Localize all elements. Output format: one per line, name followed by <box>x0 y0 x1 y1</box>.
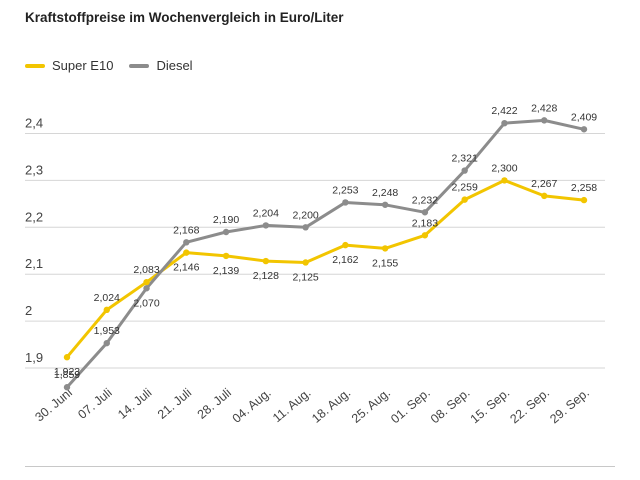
legend-item-diesel: Diesel <box>129 58 193 73</box>
data-point-diesel <box>342 199 349 206</box>
x-tick-label: 25. Aug. <box>349 386 393 426</box>
legend-label-diesel: Diesel <box>156 58 193 73</box>
x-tick-label: 15. Sep. <box>468 386 513 427</box>
data-point-super-e10 <box>342 241 349 249</box>
data-point-super-e10 <box>222 252 230 260</box>
data-point-diesel <box>461 167 468 174</box>
x-tick-label: 04. Aug. <box>230 386 274 426</box>
data-label-diesel: 2,409 <box>571 111 597 123</box>
data-point-diesel <box>501 119 508 127</box>
data-label-diesel: 1,953 <box>94 325 120 337</box>
data-label-diesel: 1,859 <box>54 369 80 381</box>
data-label-super-e10: 2,024 <box>94 292 120 304</box>
data-label-super-e10: 2,155 <box>372 257 398 269</box>
data-point-super-e10 <box>421 232 429 239</box>
bottom-divider <box>25 466 615 467</box>
data-label-diesel: 2,422 <box>491 105 517 117</box>
data-label-diesel: 2,253 <box>332 184 358 196</box>
x-tick-label: 21. Juli <box>155 386 194 422</box>
data-label-super-e10: 2,162 <box>332 254 358 266</box>
data-label-diesel: 2,168 <box>173 224 199 236</box>
data-label-super-e10: 2,259 <box>452 182 478 194</box>
y-tick-label: 2,1 <box>25 256 43 271</box>
data-point-super-e10 <box>541 192 548 200</box>
data-label-super-e10: 2,258 <box>571 182 597 194</box>
data-point-super-e10 <box>183 249 190 256</box>
data-label-super-e10: 2,083 <box>133 264 159 276</box>
data-label-diesel: 2,428 <box>531 102 557 114</box>
data-label-diesel: 2,321 <box>452 153 478 165</box>
x-tick-label: 07. Juli <box>75 386 114 422</box>
data-point-diesel <box>143 285 150 292</box>
data-point-diesel <box>222 228 230 236</box>
data-label-diesel: 2,070 <box>133 297 159 309</box>
data-label-diesel: 2,190 <box>213 214 239 226</box>
data-label-super-e10: 2,300 <box>491 162 517 174</box>
data-point-super-e10 <box>501 177 508 184</box>
data-label-super-e10: 1,923 <box>54 366 80 378</box>
x-tick-label: 01. Sep. <box>388 386 433 427</box>
data-label-super-e10: 2,128 <box>253 270 279 282</box>
x-tick-label: 30. Juni <box>32 386 75 425</box>
data-point-diesel <box>421 209 429 216</box>
data-point-super-e10 <box>461 196 468 203</box>
legend-swatch-super-e10 <box>25 63 45 68</box>
series-line-super-e10 <box>65 178 586 359</box>
data-label-super-e10: 2,146 <box>173 262 199 274</box>
legend-item-super-e10: Super E10 <box>25 58 113 73</box>
data-point-super-e10 <box>381 245 389 252</box>
chart-title: Kraftstoffpreise im Wochenvergleich in E… <box>25 10 344 25</box>
y-tick-label: 1,9 <box>25 350 43 365</box>
data-point-super-e10 <box>580 196 588 204</box>
data-label-diesel: 2,200 <box>292 209 318 221</box>
data-point-super-e10 <box>302 259 309 266</box>
data-label-super-e10: 2,267 <box>531 178 557 190</box>
data-point-diesel <box>63 384 71 391</box>
y-tick-label: 2,2 <box>25 209 43 224</box>
data-point-super-e10 <box>262 257 270 265</box>
x-tick-label: 29. Sep. <box>547 386 592 427</box>
x-tick-label: 14. Juli <box>115 386 154 422</box>
x-tick-label: 18. Aug. <box>309 386 353 426</box>
x-tick-label: 08. Sep. <box>428 386 473 427</box>
data-label-diesel: 2,232 <box>412 194 438 206</box>
y-tick-label: 2,3 <box>25 162 43 177</box>
data-label-diesel: 2,248 <box>372 187 398 199</box>
data-label-super-e10: 2,125 <box>292 271 318 283</box>
x-tick-label: 22. Sep. <box>507 386 552 427</box>
series-line-diesel <box>65 118 586 389</box>
data-label-diesel: 2,204 <box>253 207 279 219</box>
y-tick-label: 2,4 <box>25 116 43 131</box>
data-point-diesel <box>262 222 270 229</box>
y-tick-label: 2 <box>25 303 32 318</box>
data-point-diesel <box>541 117 548 124</box>
x-tick-label: 11. Aug. <box>270 386 313 426</box>
legend-label-super-e10: Super E10 <box>52 58 114 73</box>
data-label-super-e10: 2,139 <box>213 265 239 277</box>
data-point-diesel <box>580 126 588 133</box>
chart-legend: Super E10 Diesel <box>25 58 209 73</box>
x-tick-label: 28. Juli <box>195 386 234 422</box>
data-point-diesel <box>183 239 190 246</box>
data-point-diesel <box>381 201 389 208</box>
data-label-super-e10: 2,183 <box>412 217 438 229</box>
legend-swatch-diesel <box>129 63 150 68</box>
data-point-diesel <box>103 339 110 347</box>
data-point-super-e10 <box>143 278 150 286</box>
data-point-super-e10 <box>63 354 71 361</box>
data-point-diesel <box>302 224 309 231</box>
data-point-super-e10 <box>103 306 110 314</box>
